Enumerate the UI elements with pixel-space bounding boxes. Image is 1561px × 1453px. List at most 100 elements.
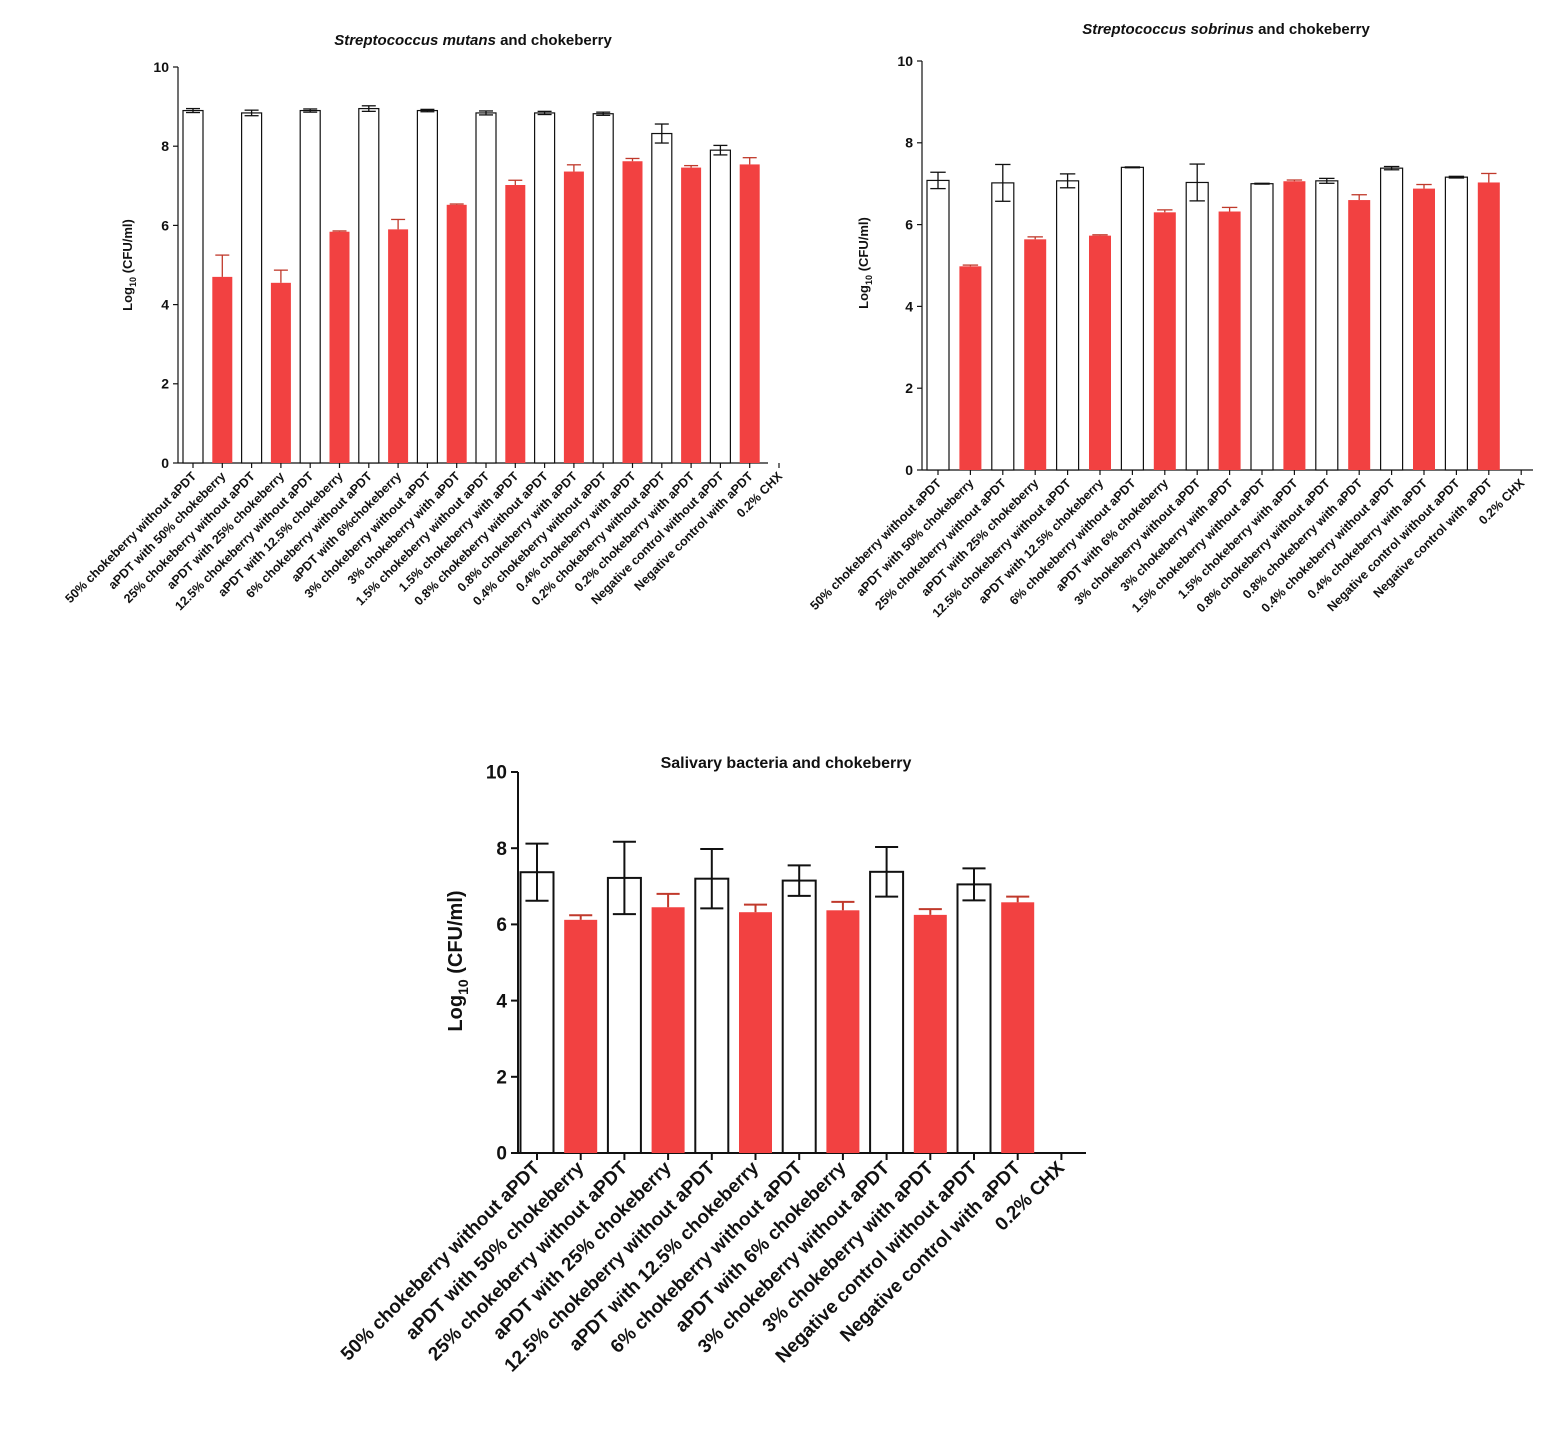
error-bar: [700, 847, 724, 910]
error-bar: [508, 179, 523, 186]
error-bar: [1006, 895, 1030, 903]
bar: [519, 871, 555, 1154]
error-bar: [1027, 236, 1043, 240]
bar: [781, 879, 817, 1155]
bar: [505, 185, 526, 463]
error-bar: [569, 914, 593, 920]
chart-title-species: Streptococcus mutans: [334, 32, 500, 49]
chart-salivary-bacteria: Salivary bacteria and chokeberry 0 2 4 6 8 10 L…: [337, 755, 1086, 1376]
error-bar: [831, 900, 855, 911]
error-bar: [596, 111, 611, 116]
error-bar: [612, 840, 636, 916]
error-bar: [391, 218, 406, 230]
bar: [651, 907, 685, 1153]
error-bar: [361, 105, 376, 113]
error-bar: [654, 123, 669, 144]
y-tick-label: 8: [905, 135, 913, 151]
error-bar: [743, 903, 768, 913]
bar: [622, 161, 643, 464]
error-bar: [537, 110, 552, 116]
error-bar: [1221, 206, 1238, 212]
error-bar: [918, 908, 942, 915]
bar: [1250, 183, 1274, 471]
error-bar: [962, 264, 979, 267]
bar: [1477, 182, 1500, 470]
error-bar: [273, 269, 288, 283]
y-axis-label: Log10 (CFU/ml): [445, 890, 471, 1031]
bar: [709, 149, 732, 464]
bar: [329, 231, 350, 463]
error-bar: [244, 109, 259, 117]
bar: [651, 132, 673, 464]
error-bar: [332, 230, 347, 232]
error-bar: [1157, 209, 1173, 213]
bar: [739, 164, 760, 463]
error-bar: [479, 110, 493, 116]
bar: [563, 171, 584, 463]
y-tick-label: 0: [905, 462, 913, 478]
chart-title: Streptococcus mutans and chokeberry: [334, 32, 612, 49]
bar: [1120, 166, 1145, 471]
error-bar: [1319, 177, 1335, 184]
chart-streptococcus-sobrinus: Streptococcus sobrinus and chokeberry 0 2 4…: [807, 21, 1533, 620]
y-tick-label: 2: [161, 376, 169, 392]
y-tick-label: 4: [905, 298, 913, 314]
y-tick-label: 2: [905, 380, 913, 396]
chart-title-rest: Salivary bacteria and chokeberry: [661, 755, 912, 772]
bar: [241, 112, 263, 464]
error-bar: [1286, 179, 1303, 182]
bar: [299, 109, 321, 464]
y-tick-label: 10: [153, 59, 169, 75]
error-bar: [1092, 234, 1108, 236]
bar: [212, 276, 233, 463]
chart-title: Streptococcus sobrinus and chokeberry: [1082, 21, 1370, 38]
y-axis-label: Log10 (CFU/ml): [120, 219, 138, 311]
bar: [739, 912, 772, 1153]
y-tick-label: 8: [496, 839, 507, 860]
bar: [416, 109, 438, 464]
error-bar: [1481, 172, 1497, 183]
bar: [1379, 167, 1404, 471]
bar: [959, 266, 982, 470]
error-bar: [962, 867, 986, 902]
error-bar: [995, 163, 1011, 202]
bar: [358, 107, 380, 464]
y-tick-label: 6: [496, 915, 507, 936]
y-axis-label: Log10 (CFU/ml): [856, 217, 874, 309]
error-bar: [1383, 165, 1400, 171]
error-bar: [1254, 182, 1270, 185]
error-bar: [215, 254, 230, 277]
error-bar: [1416, 183, 1432, 189]
chart-title: Salivary bacteria and chokeberry: [661, 755, 912, 772]
chart-title-rest: and chokeberry: [1258, 21, 1370, 38]
bar: [926, 179, 950, 471]
bar: [1055, 180, 1080, 471]
error-bar: [1124, 166, 1141, 169]
bar: [270, 282, 291, 463]
chart-title-rest: and chokeberry: [500, 32, 612, 49]
y-tick-label: 4: [496, 991, 507, 1012]
error-bar: [625, 157, 640, 162]
error-bar: [656, 892, 680, 908]
bar: [1315, 180, 1339, 471]
chart-streptococcus-mutans: Streptococcus mutans and chokeberry 0 2 4 6 8…: [62, 32, 785, 613]
bar: [826, 910, 860, 1153]
bar: [1024, 239, 1047, 470]
bar: [1185, 181, 1209, 471]
y-tick-label: 10: [486, 763, 507, 784]
chart-title-species: Streptococcus sobrinus: [1082, 21, 1258, 38]
y-tick-label: 0: [496, 1144, 507, 1165]
bar: [475, 112, 497, 464]
bar: [1089, 235, 1111, 470]
bar: [694, 877, 730, 1154]
y-tick-label: 4: [161, 297, 169, 313]
bar: [564, 919, 598, 1153]
error-bar: [186, 107, 200, 114]
bar: [1153, 212, 1176, 470]
bar: [956, 883, 992, 1155]
error-bar: [1448, 175, 1465, 179]
y-tick-label: 10: [897, 53, 913, 69]
error-bar: [875, 846, 899, 898]
bar: [446, 204, 467, 464]
error-bar: [930, 171, 946, 190]
